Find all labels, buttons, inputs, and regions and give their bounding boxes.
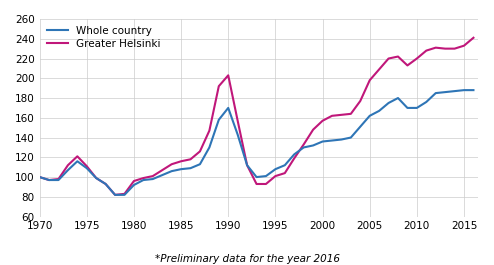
Whole country [263,174,269,178]
Greater Helsinki [225,74,231,77]
Whole country [216,118,222,121]
Greater Helsinki [405,64,411,67]
Greater Helsinki [131,179,137,183]
Greater Helsinki [65,164,71,167]
Greater Helsinki [423,49,429,52]
Greater Helsinki [216,85,222,88]
Greater Helsinki [263,182,269,186]
Greater Helsinki [348,112,354,116]
Whole country [235,133,241,136]
Whole country [122,193,127,196]
Whole country [423,100,429,104]
Whole country [367,114,372,117]
Whole country [103,182,109,186]
Whole country [320,140,326,143]
Greater Helsinki [103,182,109,186]
Greater Helsinki [470,36,476,39]
Whole country [376,109,382,112]
Greater Helsinki [37,175,42,179]
Greater Helsinki [150,174,156,178]
Greater Helsinki [310,128,316,131]
Whole country [206,146,212,149]
Greater Helsinki [188,158,194,161]
Whole country [282,164,288,167]
Whole country [55,178,61,182]
Whole country [159,174,165,177]
Greater Helsinki [75,155,81,158]
Whole country [433,91,439,95]
Greater Helsinki [112,193,118,196]
Text: *Preliminary data for the year 2016: *Preliminary data for the year 2016 [155,254,339,264]
Whole country [37,175,42,179]
Whole country [75,160,81,163]
Whole country [272,167,278,171]
Whole country [244,164,250,167]
Whole country [329,139,335,142]
Whole country [470,89,476,92]
Whole country [93,176,99,180]
Greater Helsinki [301,143,307,146]
Greater Helsinki [122,192,127,196]
Greater Helsinki [329,114,335,117]
Greater Helsinki [46,178,52,182]
Whole country [46,178,52,182]
Greater Helsinki [367,79,372,82]
Greater Helsinki [395,55,401,58]
Greater Helsinki [461,44,467,47]
Whole country [291,153,297,156]
Whole country [65,169,71,172]
Greater Helsinki [272,174,278,178]
Whole country [338,138,344,141]
Whole country [84,167,90,170]
Whole country [310,144,316,147]
Greater Helsinki [244,164,250,167]
Whole country [452,90,457,93]
Greater Helsinki [93,176,99,180]
Greater Helsinki [338,113,344,116]
Greater Helsinki [414,57,420,60]
Greater Helsinki [178,160,184,163]
Greater Helsinki [140,176,146,180]
Greater Helsinki [452,47,457,50]
Whole country [395,96,401,100]
Greater Helsinki [55,178,61,181]
Greater Helsinki [84,165,90,168]
Greater Helsinki [159,169,165,172]
Greater Helsinki [386,57,392,60]
Greater Helsinki [197,150,203,153]
Whole country [112,193,118,196]
Line: Whole country: Whole country [40,90,473,195]
Whole country [386,101,392,105]
Whole country [348,136,354,139]
Greater Helsinki [282,171,288,175]
Whole country [461,89,467,92]
Greater Helsinki [442,47,448,50]
Whole country [188,167,194,170]
Line: Greater Helsinki: Greater Helsinki [40,38,473,195]
Whole country [197,163,203,166]
Greater Helsinki [253,182,259,186]
Legend: Whole country, Greater Helsinki: Whole country, Greater Helsinki [45,24,163,51]
Greater Helsinki [320,119,326,122]
Greater Helsinki [433,46,439,49]
Whole country [253,175,259,179]
Whole country [405,106,411,109]
Whole country [357,125,363,128]
Whole country [150,178,156,181]
Whole country [414,106,420,109]
Whole country [131,183,137,187]
Whole country [442,91,448,94]
Whole country [168,170,174,173]
Greater Helsinki [376,68,382,71]
Greater Helsinki [235,119,241,122]
Whole country [225,106,231,109]
Greater Helsinki [206,129,212,132]
Whole country [140,178,146,182]
Greater Helsinki [291,157,297,160]
Whole country [301,146,307,149]
Greater Helsinki [168,163,174,166]
Whole country [178,167,184,171]
Greater Helsinki [357,99,363,103]
